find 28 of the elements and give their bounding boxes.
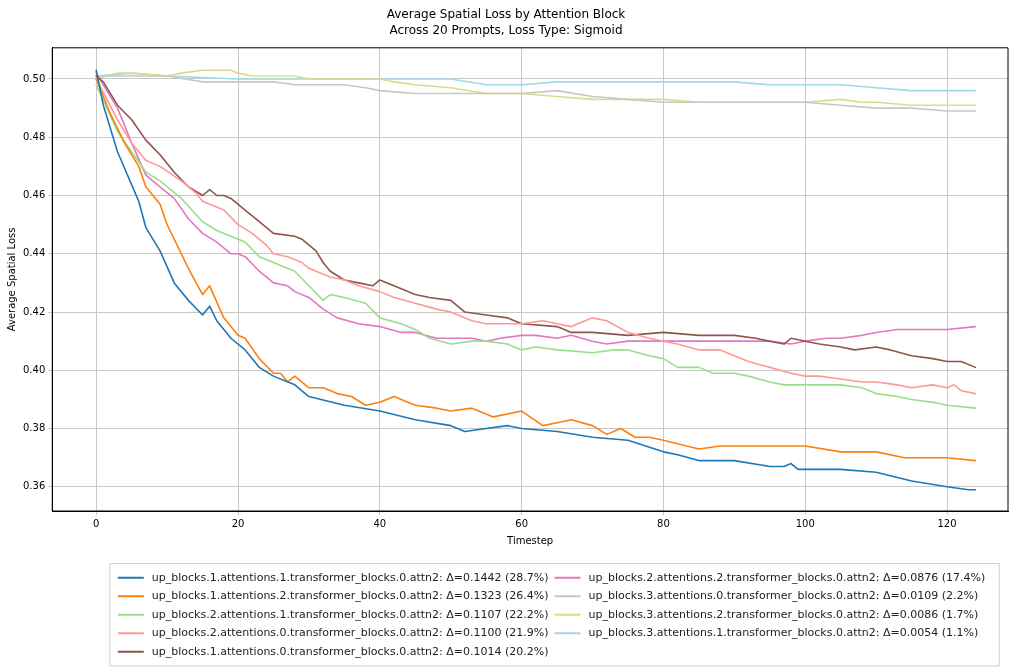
x-axis-title: Timestep: [506, 534, 554, 546]
legend-label: up_blocks.2.attentions.1.transformer_blocks.0.attn2: Δ=0.1107 (22.2%): [151, 607, 549, 621]
x-tick-label: 0: [93, 517, 100, 529]
y-tick-label: 0.40: [23, 363, 46, 375]
x-tick-label: 120: [937, 517, 957, 529]
legend-label: up_blocks.1.attentions.2.transformer_blocks.0.attn2: Δ=0.1323 (26.4%): [151, 589, 549, 603]
y-tick-label: 0.46: [23, 189, 46, 201]
y-tick-label: 0.44: [23, 247, 46, 259]
legend-label: up_blocks.1.attentions.0.transformer_blocks.0.attn2: Δ=0.1014 (20.2%): [151, 644, 549, 658]
y-tick-label: 0.36: [23, 480, 46, 492]
x-tick-label: 40: [373, 517, 387, 529]
x-tick-label: 80: [657, 517, 670, 529]
y-tick-label: 0.50: [23, 72, 46, 84]
legend-label: up_blocks.3.attentions.1.transformer_blocks.0.attn2: Δ=0.0054 (1.1%): [588, 626, 979, 640]
legend-label: up_blocks.3.attentions.2.transformer_blocks.0.attn2: Δ=0.0086 (1.7%): [588, 607, 979, 621]
legend-label: up_blocks.2.attentions.2.transformer_blocks.0.attn2: Δ=0.0876 (17.4%): [588, 570, 986, 584]
chart-subtitle: Across 20 Prompts, Loss Type: Sigmoid: [389, 22, 623, 37]
legend-label: up_blocks.1.attentions.1.transformer_blocks.0.attn2: Δ=0.1442 (28.7%): [151, 570, 549, 584]
x-tick-label: 60: [515, 517, 528, 529]
y-tick-label: 0.38: [23, 422, 46, 434]
x-tick-label: 20: [231, 517, 245, 529]
chart-title: Average Spatial Loss by Attention Block: [386, 7, 626, 22]
legend-label: up_blocks.3.attentions.0.transformer_blocks.0.attn2: Δ=0.0109 (2.2%): [588, 589, 979, 603]
y-axis-title: Average Spatial Loss: [5, 227, 17, 332]
y-tick-label: 0.42: [23, 305, 46, 317]
x-tick-label: 100: [795, 517, 815, 529]
y-tick-label: 0.48: [23, 130, 46, 142]
legend-label: up_blocks.2.attentions.0.transformer_blocks.0.attn2: Δ=0.1100 (21.9%): [151, 626, 549, 640]
